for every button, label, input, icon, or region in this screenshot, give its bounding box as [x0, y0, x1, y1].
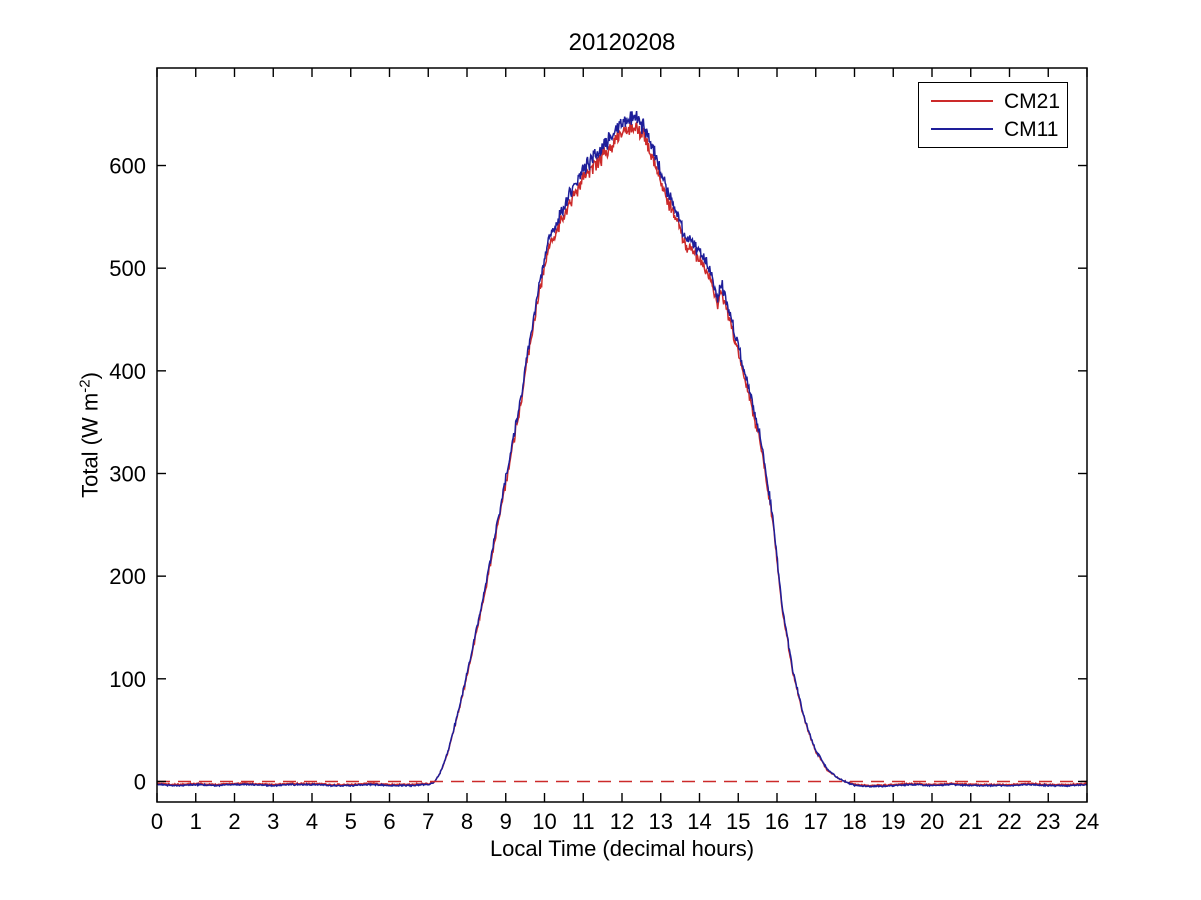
y-axis-label: Total (W m-2) — [74, 372, 103, 498]
x-tick-label: 18 — [842, 809, 866, 834]
axes-box — [156, 67, 1088, 803]
x-tick-label: 19 — [881, 809, 905, 834]
x-tick-label: 4 — [306, 809, 318, 834]
y-tick-label: 0 — [134, 769, 146, 794]
x-tick-label: 24 — [1075, 809, 1099, 834]
x-tick-label: 16 — [765, 809, 789, 834]
series-line-cm21 — [156, 120, 1088, 788]
x-tick-label: 5 — [345, 809, 357, 834]
x-tick-label: 17 — [804, 809, 828, 834]
x-tick-label: 22 — [997, 809, 1021, 834]
y-axis-label-text: Total (W m — [77, 392, 103, 498]
series-line-cm11 — [156, 110, 1088, 788]
x-tick-label: 13 — [649, 809, 673, 834]
x-tick-label: 20 — [920, 809, 944, 834]
x-tick-label: 7 — [422, 809, 434, 834]
legend-label-cm21: CM21 — [1004, 89, 1061, 113]
chart-title: 20120208 — [568, 29, 676, 56]
x-tick-label: 15 — [726, 809, 750, 834]
x-tick-label: 8 — [461, 809, 473, 834]
x-tick-label: 1 — [190, 809, 202, 834]
x-tick-label: 12 — [610, 809, 634, 834]
x-tick-label: 21 — [959, 809, 983, 834]
legend: CM21 CM11 — [918, 82, 1068, 148]
legend-entry-cm11: CM11 — [919, 115, 1067, 143]
y-tick-label: 200 — [109, 564, 146, 589]
x-tick-label: 11 — [572, 809, 595, 834]
legend-label-cm11: CM11 — [1004, 117, 1059, 141]
y-axis-label-superscript: -2 — [76, 379, 94, 393]
x-tick-label: 14 — [687, 809, 711, 834]
legend-line-sample-cm21 — [931, 100, 993, 102]
x-tick-label: 23 — [1036, 809, 1060, 834]
x-tick-label: 9 — [500, 809, 512, 834]
x-tick-label: 6 — [383, 809, 395, 834]
y-tick-label: 500 — [109, 256, 146, 281]
y-tick-label: 400 — [109, 359, 146, 384]
y-tick-label: 300 — [109, 461, 146, 486]
y-tick-label: 600 — [109, 154, 146, 179]
x-axis-label: Local Time (decimal hours) — [489, 836, 755, 861]
x-tick-label: 3 — [267, 809, 279, 834]
x-tick-label: 0 — [151, 809, 163, 834]
x-tick-label: 10 — [532, 809, 556, 834]
x-tick-label: 2 — [228, 809, 240, 834]
y-axis-label-suffix: ) — [77, 372, 103, 380]
legend-line-sample-cm11 — [931, 128, 993, 130]
y-tick-label: 100 — [109, 667, 146, 692]
legend-entry-cm21: CM21 — [919, 87, 1067, 115]
